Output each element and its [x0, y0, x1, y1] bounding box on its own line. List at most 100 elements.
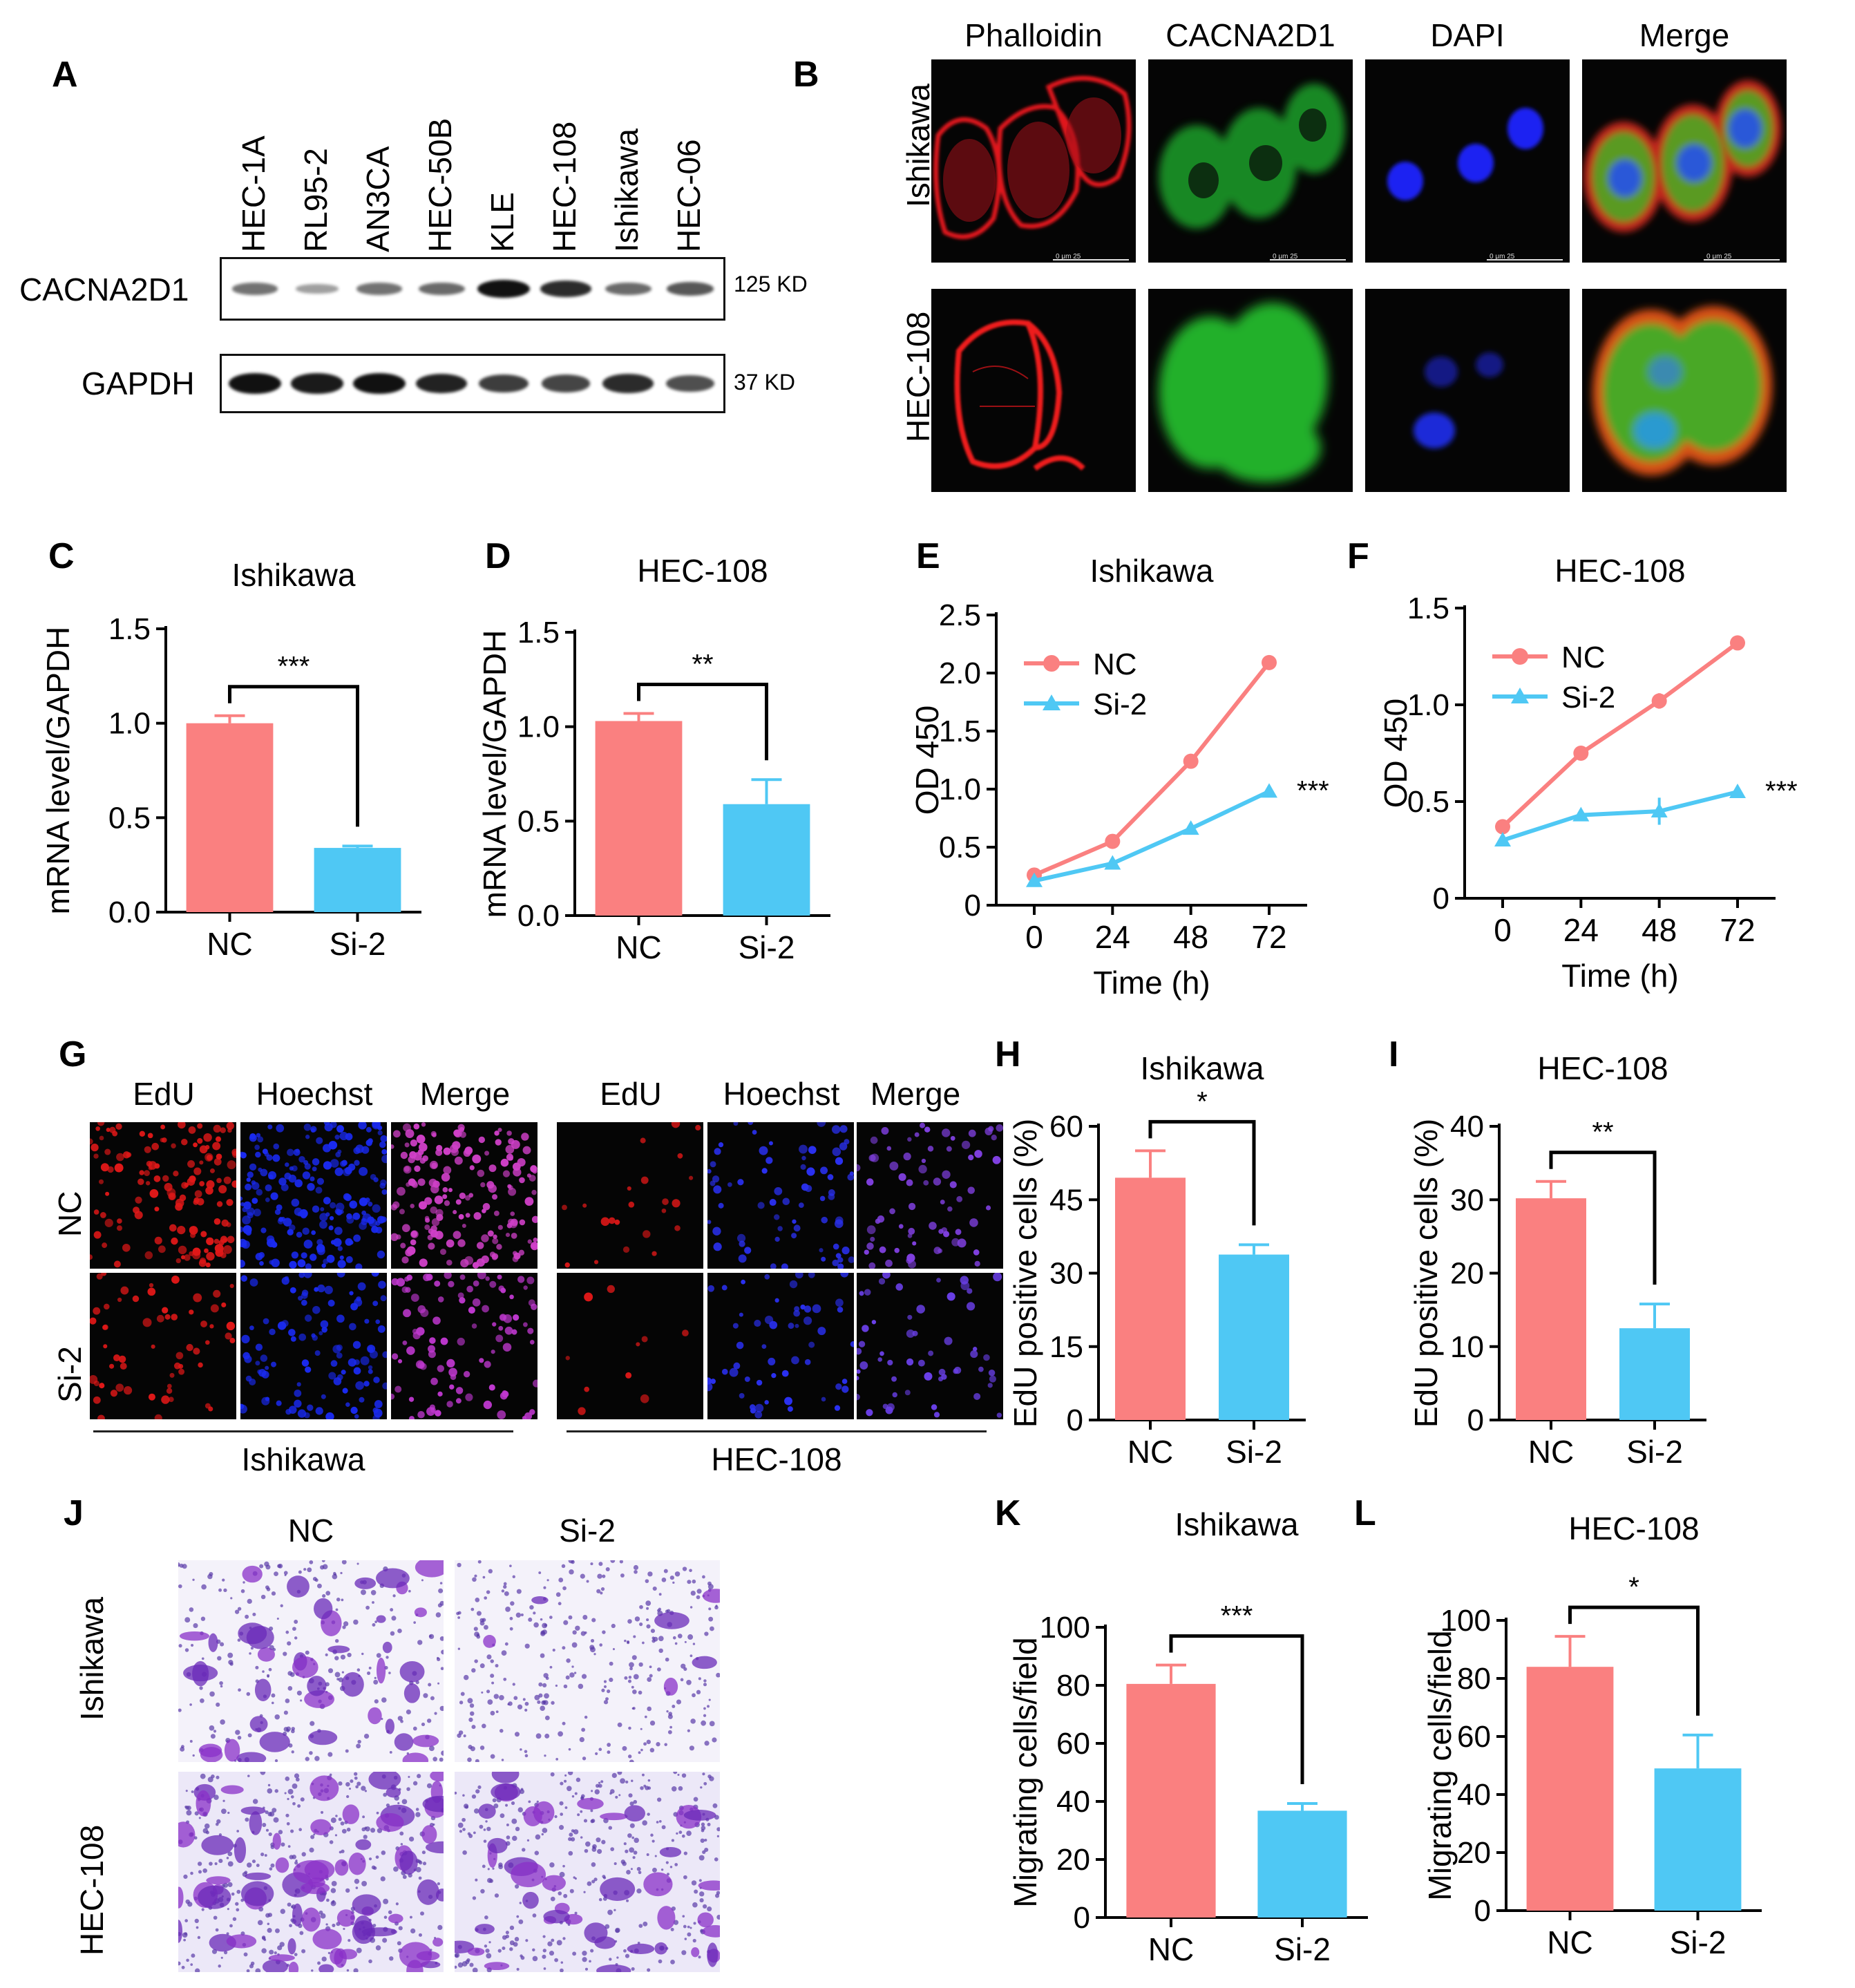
merge-image — [391, 1273, 538, 1419]
significance-marker: * — [1628, 1572, 1639, 1602]
data-point — [1729, 784, 1746, 798]
panel-label-i: I — [1389, 1034, 1399, 1075]
chart-f: HEC-108 OD 450 0 0.5 1.0 1.5 0 24 48 72 Time (h) NC… — [1378, 553, 1798, 994]
if-column-label: DAPI — [1430, 17, 1505, 53]
chart-l: HEC-108 Migrating cells/field 0 20 40 60 80 100… — [1422, 1511, 1762, 1960]
y-tick-label: 15 — [1049, 1330, 1083, 1364]
bar — [1115, 1177, 1186, 1420]
panel-label-a: A — [52, 55, 78, 95]
panel-label-e: E — [916, 536, 940, 576]
y-tick-label: 20 — [1056, 1843, 1090, 1877]
significance-bracket — [1568, 1605, 1700, 1716]
panel-label-h: H — [995, 1034, 1021, 1075]
chart-k: Ishikawa Migrating cells/field 0 20 40 60 80 10… — [1007, 1506, 1368, 1967]
cell-dots — [857, 1273, 1002, 1418]
cell-dots — [391, 1273, 538, 1419]
y-tick-label: 20 — [1457, 1836, 1491, 1870]
chart-title: Ishikawa — [232, 557, 356, 593]
bar — [1619, 1328, 1690, 1420]
significance-bracket — [1549, 1151, 1657, 1285]
y-tick-label: 2.5 — [939, 598, 981, 632]
wb-band — [231, 283, 278, 295]
edu-image — [90, 1122, 236, 1269]
bar — [723, 804, 810, 916]
transwell-image — [178, 1772, 444, 1972]
y-tick-label: 0.0 — [517, 899, 560, 933]
y-tick-label: 45 — [1049, 1183, 1083, 1217]
y-axis-label: Migrating cells/field — [1422, 1630, 1458, 1900]
transwell-column-label: Si-2 — [559, 1513, 616, 1549]
if-scale-text: 0 μm 25 — [1056, 253, 1081, 261]
hoechst-image — [240, 1122, 387, 1269]
panel-label-k: K — [995, 1493, 1021, 1533]
panel-label-d: D — [485, 536, 511, 576]
wb-blot-cacna2d1 — [220, 257, 725, 321]
x-tick-label: 72 — [1251, 919, 1286, 955]
x-tick-label: 0 — [1494, 912, 1512, 948]
y-tick-label: 40 — [1056, 1785, 1090, 1819]
series-line-nc — [1501, 641, 1739, 829]
wb-band — [479, 375, 529, 392]
significance-marker: * — [1197, 1086, 1208, 1117]
if-column-label: Merge — [1639, 17, 1730, 53]
if-image-merge-hec108 — [1582, 289, 1787, 492]
if-image-dapi-hec108 — [1365, 289, 1570, 492]
x-tick-label: NC — [1128, 1434, 1173, 1470]
wb-band — [418, 283, 465, 295]
stained-cells — [456, 1560, 720, 1762]
hoechst-image — [707, 1122, 854, 1269]
y-tick-label: 0.5 — [517, 804, 560, 838]
wb-protein-label: GAPDH — [82, 366, 195, 401]
chart-title: HEC-108 — [637, 553, 768, 589]
x-tick-label: 24 — [1095, 919, 1130, 955]
y-tick-label: 0 — [1474, 1894, 1491, 1928]
wb-lane-label: KLE — [484, 192, 520, 252]
data-point — [1105, 833, 1121, 849]
y-axis-label: EdU positive cells (%) — [1408, 1119, 1444, 1428]
transwell-row-label: Ishikawa — [74, 1597, 110, 1721]
if-image-phalloidin-hec108 — [931, 289, 1136, 492]
if-scale-text: 0 μm 25 — [1490, 253, 1515, 261]
data-point — [1262, 654, 1277, 670]
cell-dots — [707, 1122, 854, 1269]
edu-column-label: Hoechst — [723, 1076, 840, 1112]
edu-image — [90, 1273, 236, 1419]
significance-bracket — [637, 683, 768, 761]
wb-size-label: 125 KD — [734, 272, 808, 296]
data-point — [1494, 832, 1511, 846]
y-axis-label: EdU positive cells (%) — [1007, 1119, 1043, 1428]
panel-label-j: J — [64, 1493, 84, 1533]
bar — [1219, 1254, 1289, 1420]
edu-column-label: Hoechst — [256, 1076, 373, 1112]
bar — [1526, 1667, 1614, 1911]
if-image-phalloidin-ishikawa: 0 μm 25 — [931, 59, 1136, 263]
chart-d: HEC-108 mRNA level/GAPDH 0.0 0.5 1.0 1.5 NC Si-… — [477, 553, 830, 965]
bar — [1257, 1810, 1347, 1918]
wb-band — [541, 375, 591, 392]
x-tick-label: 72 — [1720, 912, 1755, 948]
transwell-column-label: NC — [287, 1513, 334, 1549]
x-tick-label: NC — [616, 929, 661, 965]
cell-dots — [857, 1122, 1003, 1269]
hoechst-image — [240, 1273, 387, 1419]
wb-band — [229, 373, 281, 394]
significance-marker: *** — [1765, 776, 1798, 806]
edu-image — [557, 1122, 703, 1269]
data-point — [1730, 635, 1745, 651]
y-tick-label: 40 — [1457, 1778, 1491, 1812]
wb-lane-label: HEC-06 — [671, 139, 707, 252]
series-line-si-2 — [1034, 789, 1271, 883]
x-tick-label: 24 — [1563, 912, 1599, 948]
y-tick-label: 60 — [1056, 1727, 1090, 1761]
y-tick-label: 80 — [1056, 1669, 1090, 1703]
chart-title: Ishikawa — [1175, 1506, 1299, 1542]
wb-band — [415, 373, 468, 394]
wb-band — [291, 373, 343, 394]
wb-blot-gapdh — [220, 354, 725, 413]
y-tick-label: 1.5 — [1407, 591, 1449, 625]
edu-image — [557, 1273, 703, 1419]
y-tick-label: 60 — [1049, 1110, 1083, 1144]
data-point — [1572, 806, 1590, 822]
y-tick-label: 0 — [1467, 1403, 1484, 1437]
wb-lane-label: AN3CA — [360, 146, 396, 252]
